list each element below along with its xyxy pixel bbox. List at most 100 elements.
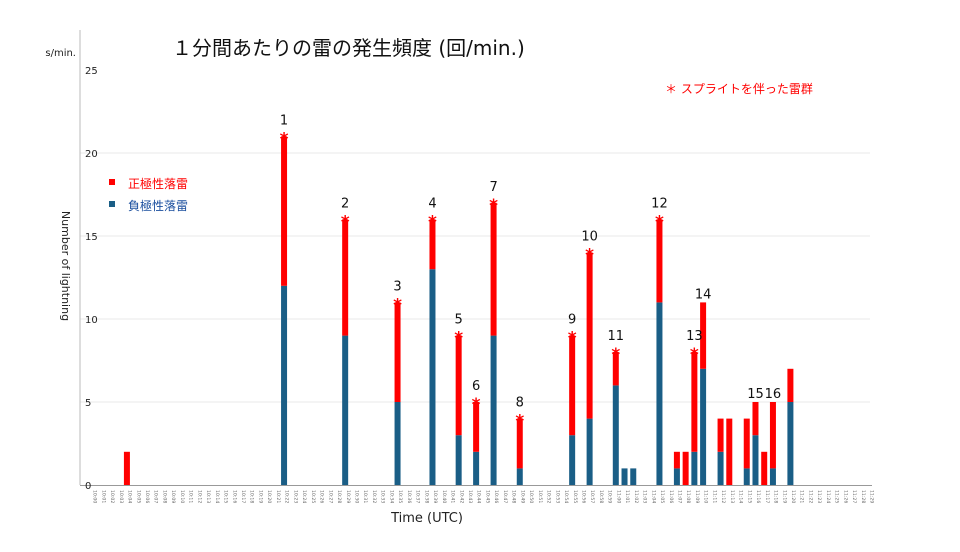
x-tick-label: 11:01 <box>624 490 630 503</box>
bar-negative <box>490 335 497 485</box>
y-unit-label: s/min. <box>45 48 76 59</box>
x-tick-label: 10:22 <box>284 490 290 503</box>
x-tick-label: 10:12 <box>196 490 202 503</box>
x-tick-label: 11:28 <box>860 490 866 503</box>
y-tick-label: 15 <box>85 232 98 243</box>
bar-negative <box>429 269 436 485</box>
x-tick-label: 10:27 <box>327 490 333 503</box>
x-tick-label: 10:11 <box>188 490 194 503</box>
x-tick-label: 10:04 <box>127 490 133 503</box>
bar-negative <box>516 468 523 485</box>
x-tick-label: 10:37 <box>415 490 421 503</box>
x-tick-label: 10:59 <box>607 490 613 503</box>
sprite-marker: * <box>489 196 498 216</box>
x-tick-label: 10:43 <box>467 490 473 503</box>
bar-negative <box>700 368 707 485</box>
x-tick-label: 10:07 <box>153 490 159 503</box>
x-tick-label: 10:20 <box>266 490 272 503</box>
x-tick-label: 10:09 <box>170 490 176 503</box>
bar-negative <box>743 468 750 485</box>
x-tick-label: 10:40 <box>441 490 447 503</box>
x-tick-label: 11:22 <box>807 490 813 503</box>
bar-negative <box>586 418 593 485</box>
sprite-marker: * <box>611 345 620 365</box>
bar-positive <box>516 418 523 469</box>
bar-negative <box>691 451 698 485</box>
group-label: 4 <box>428 196 436 211</box>
bar-positive <box>673 451 680 469</box>
x-tick-label: 10:35 <box>397 490 403 503</box>
x-tick-label: 11:25 <box>834 490 840 503</box>
x-tick-label: 10:41 <box>450 490 456 503</box>
x-tick-label: 10:49 <box>519 490 525 503</box>
x-tick-label: 10:46 <box>493 490 499 503</box>
x-tick-label: 11:06 <box>668 490 674 503</box>
x-tick-label: 10:52 <box>546 490 552 503</box>
x-tick-label: 10:03 <box>118 490 124 503</box>
bar-positive <box>586 252 593 419</box>
x-tick-label: 10:42 <box>458 490 464 503</box>
x-tick-label: 10:47 <box>502 490 508 503</box>
x-tick-label: 11:16 <box>755 490 761 503</box>
bar-positive <box>769 402 776 469</box>
sprite-marker: * <box>655 212 664 232</box>
x-tick-label: 10:06 <box>144 490 150 503</box>
y-tick-label: 10 <box>85 315 98 326</box>
group-label: 12 <box>651 196 668 211</box>
x-tick-label: 10:05 <box>135 490 141 503</box>
bar-positive <box>123 451 130 485</box>
bar-negative <box>394 402 401 485</box>
x-tick-label: 10:45 <box>484 490 490 503</box>
legend-label-positive: 正極性落雷 <box>128 176 188 191</box>
x-tick-label: 11:19 <box>781 490 787 503</box>
x-tick-label: 10:44 <box>476 490 482 503</box>
group-label: 16 <box>765 387 782 402</box>
x-tick-label: 11:15 <box>746 490 752 503</box>
group-label: 14 <box>695 287 712 302</box>
bar-positive <box>726 418 733 485</box>
bar-negative <box>281 285 288 485</box>
bar-positive <box>455 335 462 436</box>
bar-positive <box>787 368 794 402</box>
sprite-marker: * <box>585 246 594 266</box>
x-tick-label: 11:02 <box>633 490 639 503</box>
x-tick-label: 11:12 <box>720 490 726 503</box>
x-tick-label: 11:07 <box>677 490 683 503</box>
x-tick-label: 10:34 <box>388 490 394 503</box>
x-tick-label: 10:18 <box>249 490 255 503</box>
x-ticks: 10:00 10:01 10:02 10:03 10:04 10:05 10:06 10:07… <box>92 490 875 503</box>
bar-positive <box>473 402 480 452</box>
sprite-marker: * <box>454 329 463 349</box>
group-label: 9 <box>568 313 576 328</box>
x-tick-label: 11:14 <box>738 490 744 503</box>
bar-positive <box>612 352 619 386</box>
group-label: 3 <box>393 279 401 294</box>
x-tick-label: 11:23 <box>816 490 822 503</box>
x-tick-label: 11:20 <box>790 490 796 503</box>
x-tick-label: 11:21 <box>799 490 805 503</box>
x-tick-label: 10:14 <box>214 490 220 503</box>
x-tick-label: 10:33 <box>380 490 386 503</box>
bar-positive <box>682 451 689 485</box>
x-tick-label: 10:57 <box>589 490 595 503</box>
x-tick-label: 11:04 <box>650 490 656 503</box>
bar-negative <box>673 468 680 485</box>
bar-negative <box>342 335 349 485</box>
y-tick-label: 20 <box>85 149 98 160</box>
x-tick-label: 10:53 <box>554 490 560 503</box>
x-tick-label: 11:17 <box>764 490 770 503</box>
group-label: 11 <box>608 329 625 344</box>
x-tick-label: 11:18 <box>773 490 779 503</box>
x-tick-label: 11:27 <box>851 490 857 503</box>
legend-swatch-positive <box>109 179 115 185</box>
x-tick-label: 11:10 <box>703 490 709 503</box>
bar-positive <box>429 219 436 270</box>
legend-label-negative: 負極性落雷 <box>128 198 188 213</box>
x-tick-label: 10:24 <box>301 490 307 503</box>
x-tick-label: 11:24 <box>825 490 831 503</box>
group-label: 13 <box>686 329 703 344</box>
x-tick-label: 11:29 <box>869 490 875 503</box>
x-tick-label: 11:11 <box>711 490 717 503</box>
bar-positive <box>656 219 663 303</box>
